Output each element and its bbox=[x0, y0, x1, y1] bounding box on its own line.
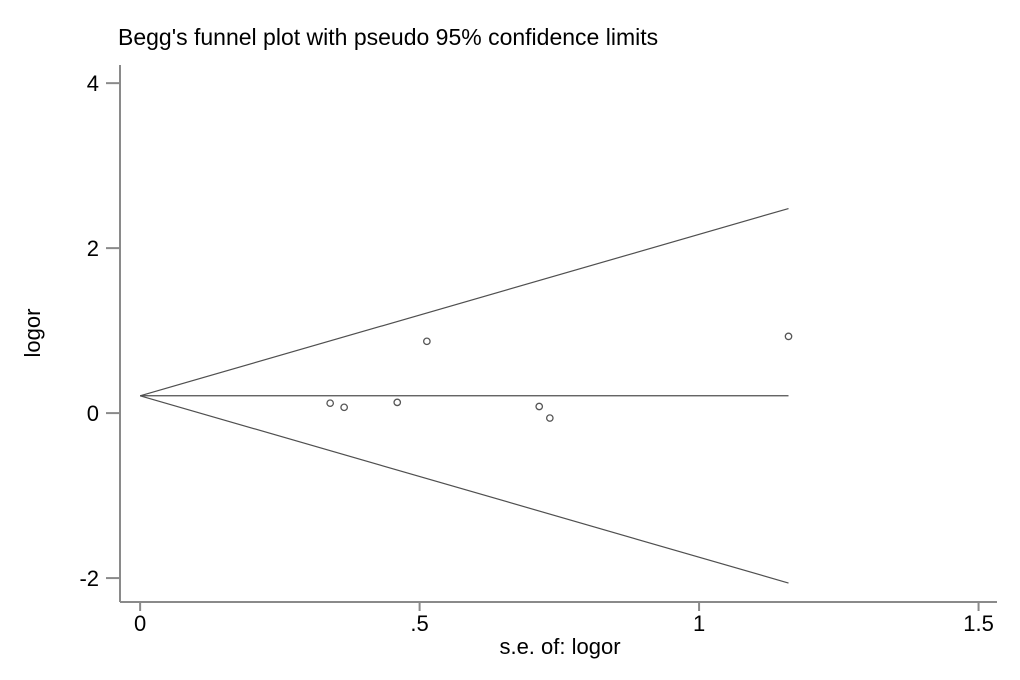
study-point bbox=[535, 402, 544, 411]
study-point bbox=[423, 337, 431, 346]
x-tick-label: 1 bbox=[693, 611, 705, 636]
study-point bbox=[545, 414, 554, 422]
chart-title: Begg's funnel plot with pseudo 95% confi… bbox=[118, 24, 658, 50]
study-point bbox=[340, 403, 348, 412]
x-tick-label: .5 bbox=[410, 611, 428, 636]
y-tick-label: -2 bbox=[79, 566, 99, 591]
study-point bbox=[393, 398, 402, 407]
y-axis-label: logor bbox=[20, 309, 45, 358]
upper-95ci-limit-line bbox=[139, 207, 789, 397]
lower-95ci-limit-line bbox=[139, 395, 789, 584]
confidence-limit-lines bbox=[139, 207, 789, 584]
study-point bbox=[326, 399, 335, 408]
axes bbox=[106, 65, 997, 611]
tick-labels: 4 2 0 -2 0 .5 1 1.5 bbox=[79, 71, 993, 636]
study-data-points bbox=[326, 332, 793, 422]
study-point bbox=[784, 332, 793, 341]
y-tick-label: 2 bbox=[87, 236, 99, 261]
x-tick-label: 1.5 bbox=[963, 611, 994, 636]
x-tick-label: 0 bbox=[134, 611, 146, 636]
y-tick-label: 4 bbox=[87, 71, 99, 96]
y-tick-label: 0 bbox=[87, 401, 99, 426]
x-axis-label: s.e. of: logor bbox=[499, 634, 620, 659]
